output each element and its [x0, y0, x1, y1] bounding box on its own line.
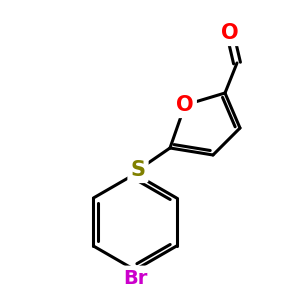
- Text: O: O: [221, 23, 239, 43]
- Text: O: O: [176, 95, 194, 115]
- Text: S: S: [130, 160, 146, 180]
- Text: Br: Br: [123, 268, 147, 287]
